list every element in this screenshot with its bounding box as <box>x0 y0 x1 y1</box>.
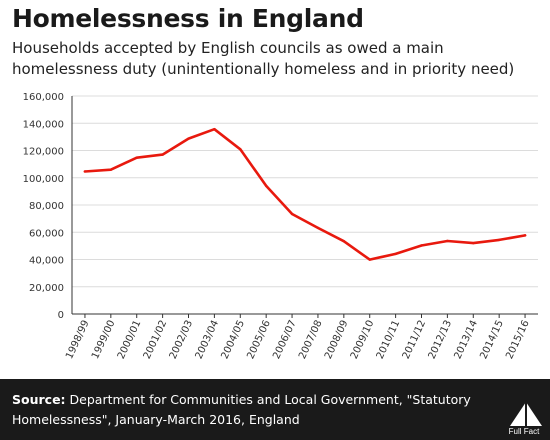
y-tick-label: 0 <box>58 310 64 321</box>
x-tick-label: 2012/13 <box>427 319 455 361</box>
data-point <box>472 241 475 245</box>
data-point <box>109 168 113 171</box>
data-point <box>394 252 397 256</box>
data-point <box>342 240 346 243</box>
data-point <box>523 234 527 237</box>
x-tick-label: 2007/08 <box>297 319 325 361</box>
y-tick-label: 120,000 <box>23 147 64 158</box>
full-fact-logo: Full Fact <box>509 402 542 436</box>
x-tick-label: 2013/14 <box>452 319 480 361</box>
data-point <box>316 226 320 230</box>
data-point <box>135 156 138 159</box>
y-tick-label: 140,000 <box>23 119 64 130</box>
y-tick-label: 60,000 <box>29 228 64 239</box>
y-tick-label: 20,000 <box>29 283 64 294</box>
logo-text: Full Fact <box>509 427 540 436</box>
y-tick-label: 100,000 <box>23 174 64 185</box>
x-tick-label: 2015/16 <box>504 319 532 361</box>
line-chart: 0 20,000 40,000 60,000 80,000 100,000 120,000 1… <box>23 92 538 361</box>
x-tick-label: 1998/99 <box>64 319 92 361</box>
data-point <box>213 128 216 131</box>
data-point <box>264 184 268 188</box>
source-footer: Source: Department for Communities and L… <box>0 379 550 440</box>
chart-subtitle: Households accepted by English councils … <box>12 39 515 78</box>
data-point <box>83 170 87 173</box>
data-point <box>290 212 294 216</box>
x-tick-label: 2004/05 <box>219 319 247 361</box>
x-tick-label: 2002/03 <box>168 319 196 361</box>
data-point <box>368 258 371 261</box>
y-tick-label: 160,000 <box>23 92 64 103</box>
x-tick-label: 2001/02 <box>142 319 170 361</box>
data-point <box>420 244 423 247</box>
x-tick-label: 2008/09 <box>323 319 351 361</box>
data-point <box>446 239 449 243</box>
data-point <box>187 137 190 140</box>
source-citation: Department for Communities and Local Gov… <box>12 392 471 427</box>
data-point <box>239 148 242 151</box>
x-tick-label: 2003/04 <box>194 319 222 361</box>
x-tick-label: 2006/07 <box>271 319 299 361</box>
chart-title: Homelessness in England <box>12 4 364 33</box>
data-point <box>161 153 164 156</box>
data-point <box>497 238 501 242</box>
x-tick-label: 1999/00 <box>90 319 118 361</box>
x-tick-label: 2000/01 <box>116 319 144 361</box>
y-tick-label: 40,000 <box>29 256 64 267</box>
x-tick-label: 2005/06 <box>245 319 273 361</box>
x-tick-label: 2011/12 <box>401 319 429 361</box>
y-tick-label: 80,000 <box>29 201 64 212</box>
series-line <box>83 127 527 261</box>
x-tick-label: 2009/10 <box>349 319 377 361</box>
source-label: Source: <box>12 392 66 407</box>
x-tick-label: 2014/15 <box>478 319 506 361</box>
source-text: Source: Department for Communities and L… <box>12 390 482 430</box>
x-tick-label: 2010/11 <box>375 319 403 361</box>
